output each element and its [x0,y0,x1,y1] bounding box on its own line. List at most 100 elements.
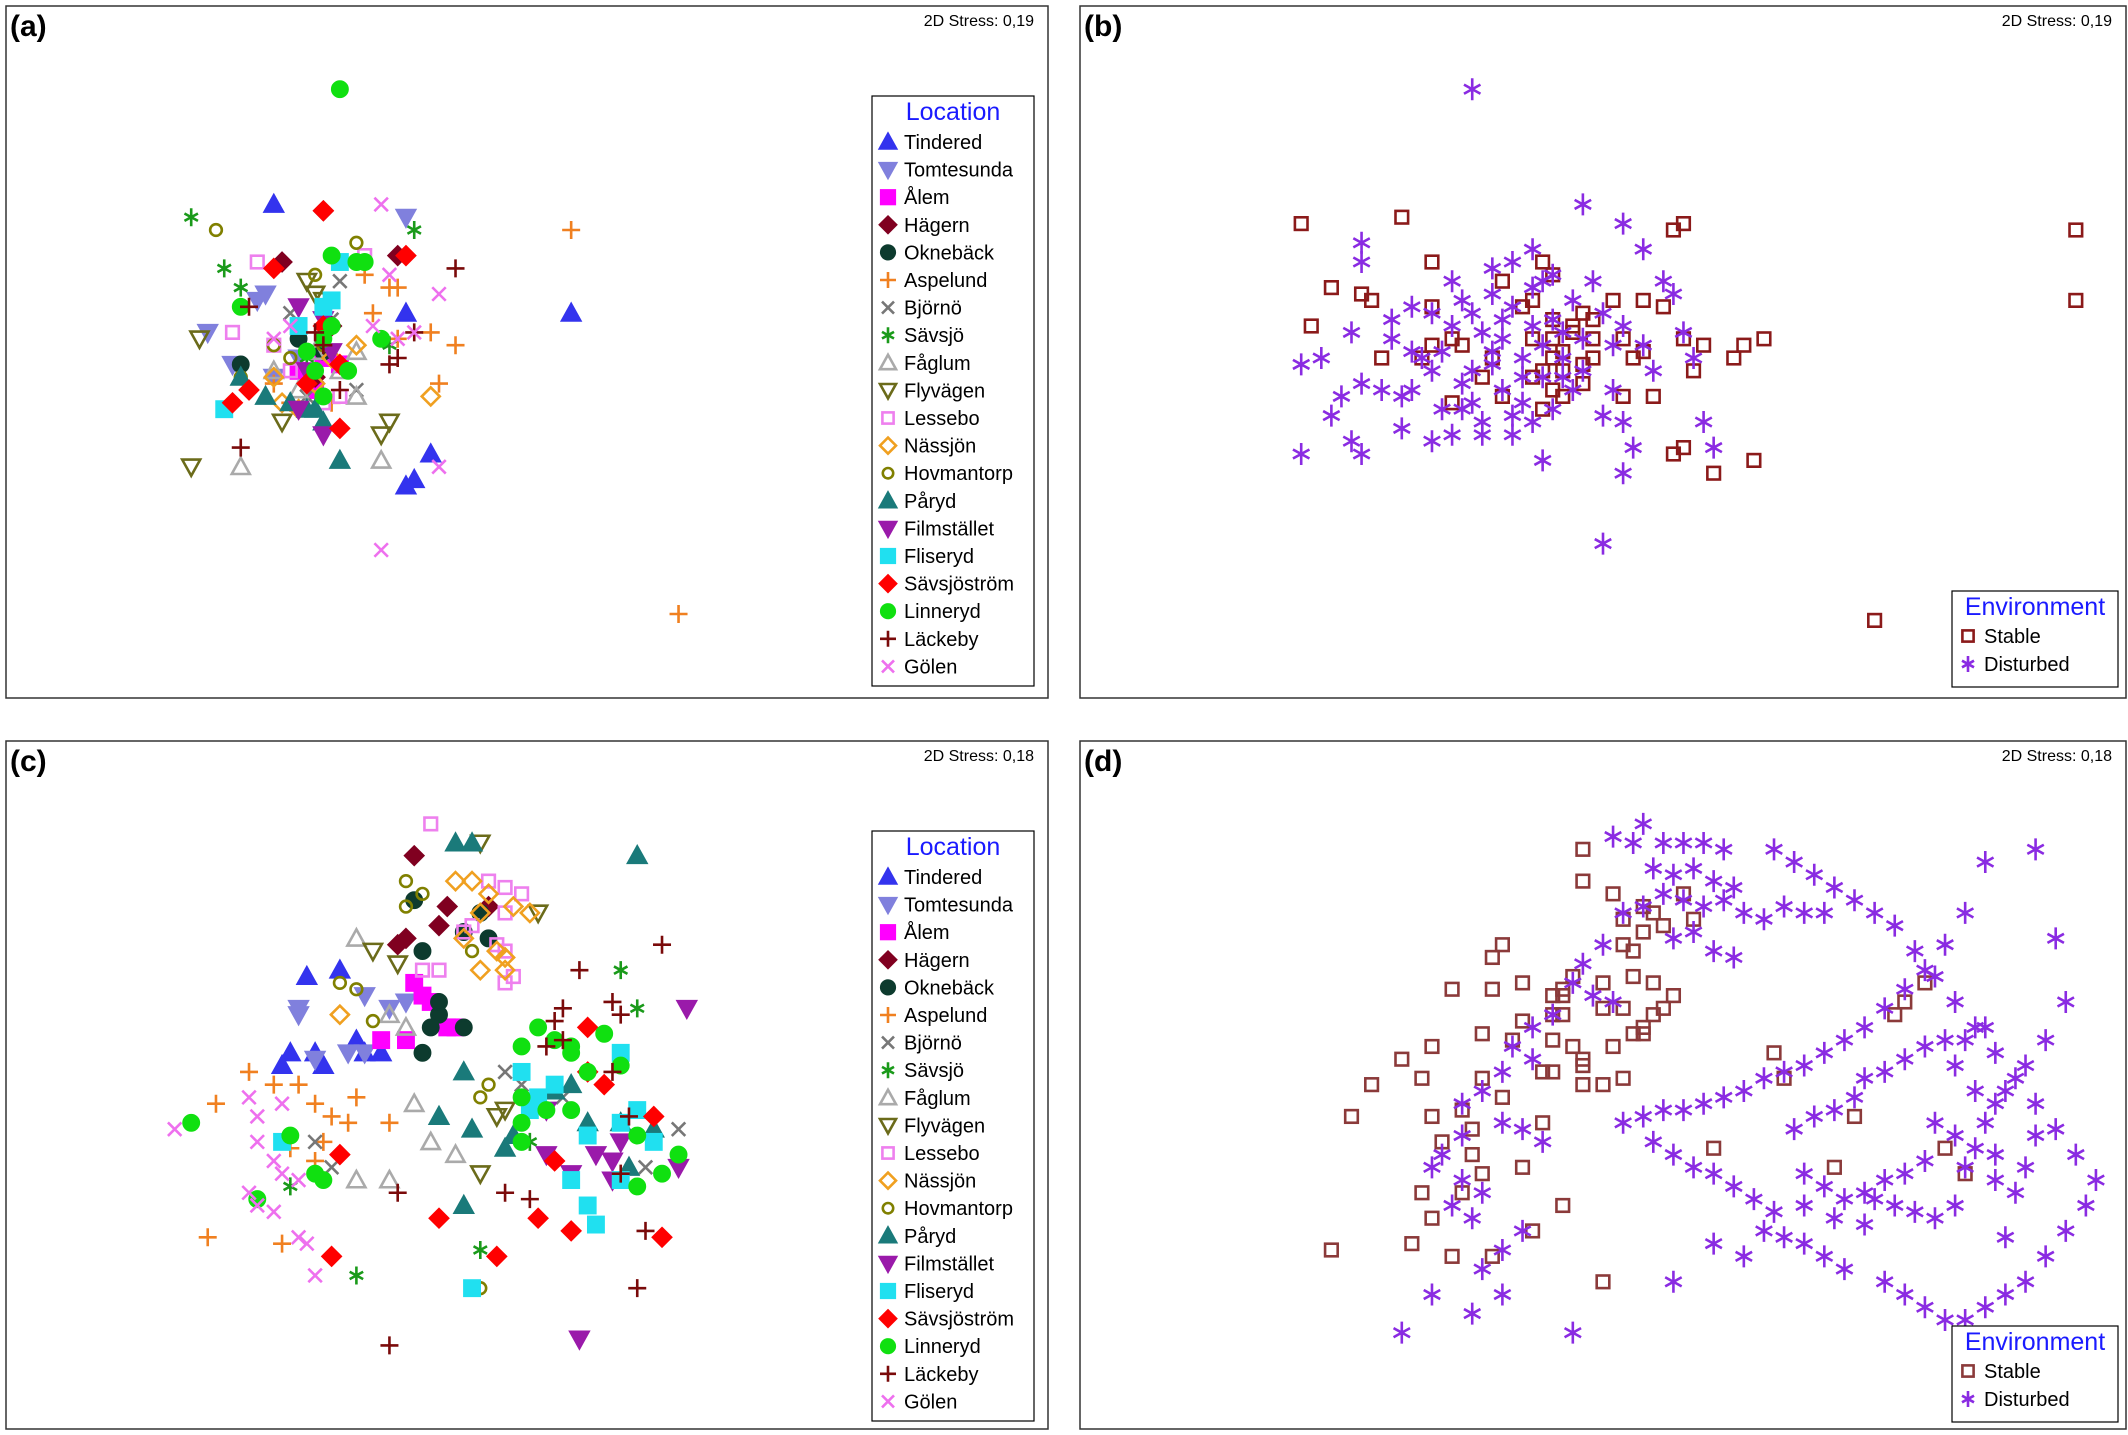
point-fliseryd [289,317,308,335]
point-stable [2068,222,2084,238]
legend-marker-lessebo [881,1146,895,1160]
point-disturbed [1443,315,1461,337]
point-disturbed [1724,876,1743,899]
point-disturbed [1352,251,1371,273]
point-disturbed [1423,1283,1441,1306]
point-golen [290,1172,307,1188]
point-aspelund [347,1088,366,1107]
point-disturbed [1694,1092,1713,1115]
point-disturbed [1875,1169,1894,1192]
point-disturbed [1664,863,1683,886]
point-stable [1545,331,1561,347]
point-paryd [444,831,467,852]
panel-label: (a) [10,10,47,43]
point-disturbed [1513,1219,1532,1242]
point-stable [1474,1026,1490,1042]
point-disturbed [1523,411,1542,433]
point-disturbed [1986,1143,2005,1166]
legend-label-paryd: Påryd [904,1226,956,1248]
point-disturbed [2026,1092,2045,1115]
point-disturbed [1684,1156,1703,1179]
point-disturbed [1684,347,1703,369]
legend-label-nassjon: Nässjön [904,1171,976,1193]
legend: Location Tindered Tomtesunda Ålem Hägern Okne… [871,95,1035,687]
point-linneryd [562,1043,581,1062]
point-disturbed [1523,1016,1542,1039]
stress-label: 2D Stress: 0,19 [2002,13,2112,30]
point-disturbed [1845,889,1864,912]
point-aspelund [306,1094,325,1113]
point-stable [1464,1121,1480,1137]
point-stable [1514,975,1531,991]
point-hovmantorp [349,982,364,997]
point-hovmantorp [464,943,480,959]
point-tindered [394,474,418,495]
legend-marker-lackeby [880,630,896,647]
legend-label-tindered: Tindered [904,132,982,154]
point-golen [249,1197,265,1214]
point-linneryd [297,342,316,361]
point-disturbed [1453,1092,1472,1115]
point-stable [1605,1038,1621,1055]
point-faglum [394,1015,418,1036]
point-stable [1615,388,1631,405]
point-disturbed [1513,347,1532,369]
point-stable [1424,1210,1440,1226]
point-aspelund [380,1113,399,1132]
point-stable [1343,1108,1360,1125]
point-disturbed [1664,927,1683,950]
point-disturbed [1875,1270,1894,1293]
point-disturbed [1463,302,1482,325]
legend-label-aspelund: Aspelund [904,270,987,292]
point-disturbed [1644,1130,1663,1153]
point-disturbed [1664,283,1683,305]
point-disturbed [1614,462,1632,485]
point-lessebo [224,324,241,341]
legend-label-tomtesunda: Tomtesunda [904,160,1014,182]
point-disturbed [1795,1054,1814,1077]
point-disturbed [2016,1156,2035,1179]
point-stable [1706,465,1722,481]
point-disturbed [1734,1245,1753,1268]
point-filmstallet [312,426,335,447]
point-disturbed [1392,1321,1411,1344]
legend-marker-flyvagen [877,382,899,402]
legend-marker-savsjo [881,327,895,344]
point-disturbed [1704,940,1723,963]
legend-marker-okneback [879,244,897,261]
legend-marker-faglum [877,352,899,371]
point-paryd [452,1193,475,1214]
point-disturbed [1704,870,1723,893]
point-lackeby [603,992,622,1011]
point-golen [290,1229,307,1245]
point-disturbed [1805,863,1824,886]
point-savsjostrom [593,1073,616,1096]
point-savsjostrom [395,244,417,267]
point-disturbed [1674,321,1693,344]
legend-box [1951,590,2119,688]
stress-label: 2D Stress: 0,18 [924,748,1034,765]
point-filmstallet [609,1133,632,1154]
point-disturbed [1976,1111,1995,1134]
point-disturbed [2016,1270,2035,1293]
point-flyvagen [485,1107,509,1129]
point-disturbed [1895,1162,1914,1185]
point-tindered [270,1053,294,1075]
point-stable [1615,1070,1631,1086]
point-stable [1746,452,1762,469]
point-linneryd [330,80,349,99]
legend-label-okneback: Oknebäck [904,242,995,264]
point-golen [390,331,406,347]
point-stable [1424,1038,1440,1055]
point-disturbed [1473,423,1492,446]
point-disturbed [1624,436,1643,459]
point-stable [1555,1197,1571,1214]
point-linneryd [314,387,333,406]
point-stable [1595,1274,1611,1290]
point-stable [1555,987,1571,1004]
point-disturbed [1895,1283,1914,1306]
point-disturbed [1805,1105,1824,1128]
point-disturbed [1523,315,1542,337]
point-disturbed [1835,1029,1854,1052]
legend-marker-fliseryd [879,1282,897,1300]
